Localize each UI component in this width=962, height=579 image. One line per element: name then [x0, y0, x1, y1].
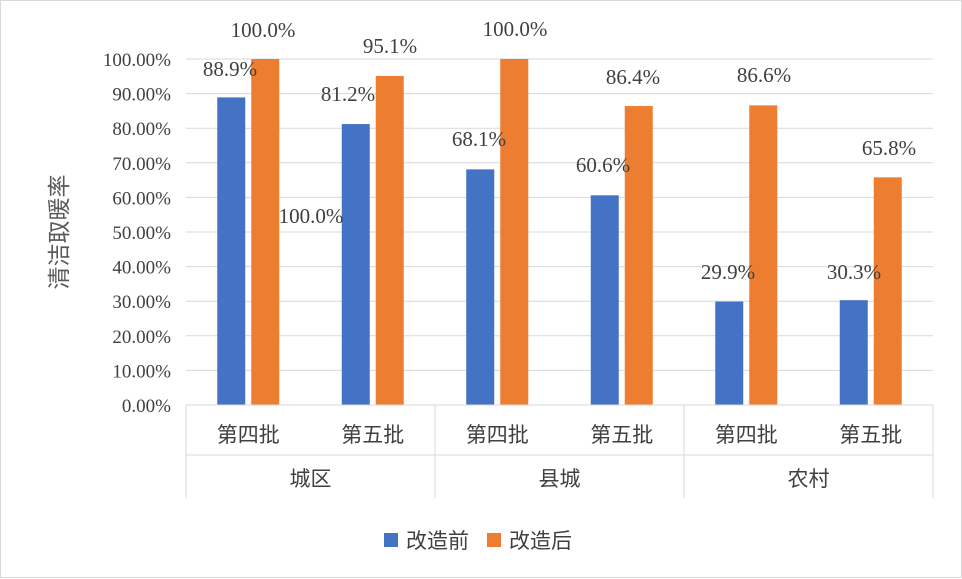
y-tick-label: 90.00%	[112, 85, 171, 106]
x-group-label: 县城	[539, 467, 581, 491]
x-category-label: 第四批	[217, 423, 280, 447]
x-category-label: 第四批	[466, 423, 529, 447]
data-label-after: 100.0%	[483, 17, 548, 41]
legend-label: 改造后	[509, 529, 572, 553]
data-label-after: 86.4%	[606, 65, 660, 89]
y-tick-label: 20.00%	[112, 327, 171, 348]
x-group-label: 城区	[290, 467, 332, 491]
data-label-before: 29.9%	[701, 260, 755, 284]
bar-after	[251, 59, 280, 405]
y-tick-label: 80.00%	[112, 119, 171, 140]
x-group-label: 农村	[788, 467, 830, 491]
y-tick-label: 40.00%	[112, 258, 171, 279]
x-category-label: 第五批	[839, 423, 902, 447]
data-label-after: 86.6%	[737, 63, 791, 87]
legend-swatch-after	[487, 533, 501, 547]
bar-after	[375, 75, 404, 405]
data-label-after: 65.8%	[862, 136, 916, 160]
y-tick-label: 0.00%	[122, 396, 171, 417]
y-tick-label: 60.00%	[112, 188, 171, 209]
y-tick-label: 30.00%	[112, 292, 171, 313]
y-tick-label: 10.00%	[112, 361, 171, 382]
data-label-before: 88.9%	[203, 57, 257, 81]
data-label-after: 100.0%	[231, 18, 296, 42]
bar-before	[341, 124, 370, 405]
y-axis-title: 清洁取暖率	[47, 175, 72, 290]
bar-before	[715, 301, 744, 405]
y-tick-label: 100.00%	[103, 50, 171, 71]
bar-after	[873, 177, 902, 405]
data-label-after: 95.1%	[363, 34, 417, 58]
bar-after	[500, 59, 529, 405]
x-category-label: 第五批	[590, 423, 653, 447]
bar-before	[217, 97, 246, 405]
y-tick-label: 70.00%	[112, 154, 171, 175]
data-label-before: 30.3%	[827, 260, 881, 284]
bar-before	[590, 195, 619, 405]
data-label-before: 81.2%	[321, 82, 375, 106]
bar-after	[749, 105, 778, 405]
legend-swatch-before	[384, 533, 398, 547]
bar-after	[624, 106, 653, 405]
bar-before	[839, 300, 868, 405]
x-category-label: 第五批	[341, 423, 404, 447]
bar-before	[466, 169, 495, 405]
y-tick-label: 50.00%	[112, 223, 171, 244]
stray-data-label: 100.0%	[279, 204, 344, 228]
data-label-before: 68.1%	[452, 127, 506, 151]
x-category-label: 第四批	[715, 423, 778, 447]
legend-label: 改造前	[406, 529, 469, 553]
data-label-before: 60.6%	[576, 153, 630, 177]
